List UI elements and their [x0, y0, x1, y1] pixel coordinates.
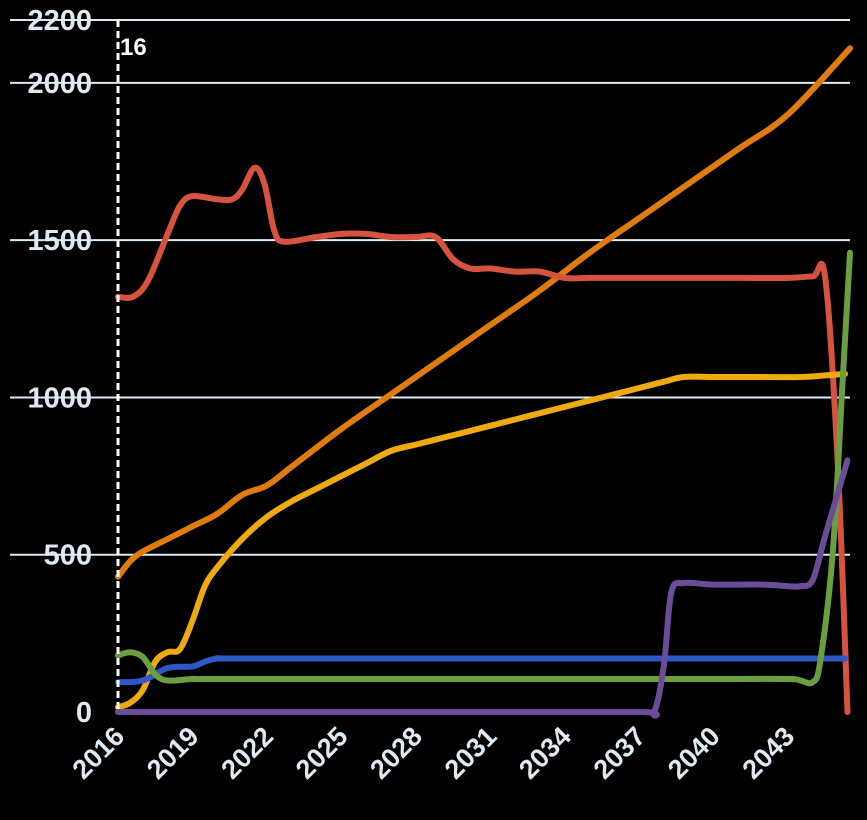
series-line-3 [115, 370, 848, 711]
y-tick-label: 1000 [27, 382, 92, 414]
series-line-2 [115, 164, 851, 715]
y-tick-label: 0 [76, 697, 92, 729]
x-tick-label: 2031 [439, 721, 503, 785]
x-tick-label: 2025 [290, 721, 354, 785]
y-tick-label: 500 [44, 540, 92, 572]
y-tick-label: 2200 [27, 5, 92, 37]
series-line-5 [115, 249, 853, 687]
x-tick-label: 2037 [588, 721, 652, 785]
y-tick-label: 1500 [27, 225, 92, 257]
x-tick-label: 2028 [364, 721, 428, 785]
x-tick-label: 2034 [513, 721, 577, 785]
y-tick-label: 2000 [27, 68, 92, 100]
y-axis-ticks: 0 500 1000 1500 2000 2200 [27, 5, 92, 729]
x-tick-label: 2016 [67, 721, 131, 785]
cursor-label: 16 [120, 34, 147, 61]
x-tick-label: 2019 [141, 721, 205, 785]
x-tick-label: 2022 [215, 721, 279, 785]
series-line-4 [115, 655, 848, 686]
x-tick-label: 2043 [737, 721, 801, 785]
x-tick-label: 2040 [662, 721, 726, 785]
series-line-6 [115, 457, 851, 719]
cursor: 16 [116, 20, 147, 712]
series-lines [115, 45, 853, 719]
x-axis-ticks: 2016 2019 2022 2025 2028 2031 2034 2037 2040 2043 [67, 721, 801, 785]
gridlines [10, 19, 850, 556]
series-line-1 [115, 45, 853, 580]
